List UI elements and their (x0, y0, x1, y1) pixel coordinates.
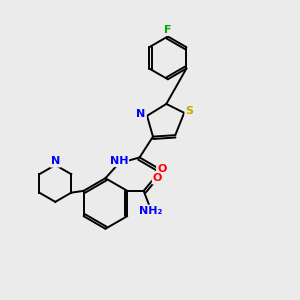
Text: O: O (157, 164, 167, 174)
Text: NH: NH (110, 156, 128, 166)
Text: S: S (185, 106, 194, 116)
Text: F: F (164, 25, 172, 35)
Text: N: N (136, 109, 146, 119)
Text: O: O (153, 173, 162, 183)
Text: N: N (51, 156, 60, 167)
Text: NH₂: NH₂ (140, 206, 163, 216)
